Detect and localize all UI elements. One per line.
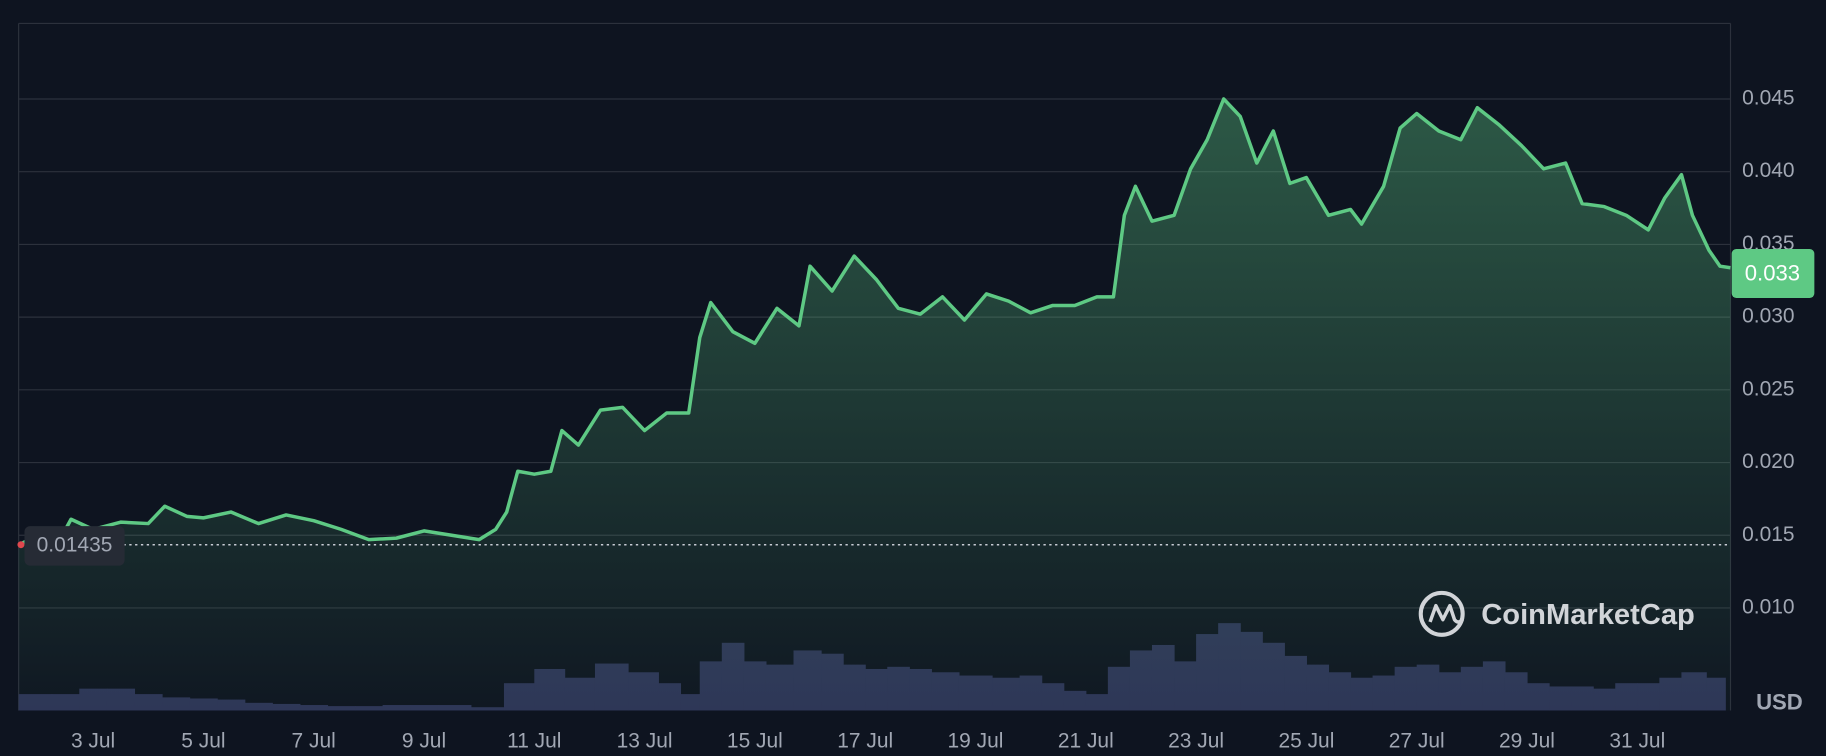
logo-icon — [1418, 590, 1465, 637]
x-tick-label: 27 Jul — [1389, 729, 1445, 752]
x-tick-label: 17 Jul — [837, 729, 893, 752]
reference-label-box — [24, 526, 125, 566]
x-tick-label: 9 Jul — [402, 729, 446, 752]
x-tick-label: 29 Jul — [1499, 729, 1555, 752]
x-tick-label: 5 Jul — [181, 729, 225, 752]
current-price-label: 0.033 — [1745, 261, 1800, 286]
y-tick-label: 0.030 — [1742, 305, 1794, 328]
x-tick-label: 15 Jul — [727, 729, 783, 752]
labels: 0.0100.0150.0200.0250.0300.0350.0400.045… — [17, 87, 1815, 752]
x-tick-label: 19 Jul — [948, 729, 1004, 752]
y-tick-label: 0.020 — [1742, 450, 1794, 473]
y-tick-label: 0.015 — [1742, 523, 1794, 546]
price-area — [17, 97, 1731, 711]
reference-label: 0.01435 — [37, 533, 113, 556]
x-tick-label: 7 Jul — [292, 729, 336, 752]
x-tick-label: 21 Jul — [1058, 729, 1114, 752]
watermark-logo: CoinMarketCap — [1418, 590, 1695, 637]
logo-mark — [1428, 603, 1464, 624]
x-tick-label: 13 Jul — [617, 729, 673, 752]
x-tick-label: 25 Jul — [1278, 729, 1334, 752]
y-tick-label: 0.040 — [1742, 159, 1794, 182]
y-tick-label: 0.045 — [1742, 87, 1794, 110]
x-tick-label: 23 Jul — [1168, 729, 1224, 752]
price-area-fill — [18, 98, 1731, 711]
x-tick-label: 11 Jul — [507, 729, 561, 752]
watermark-text: CoinMarketCap — [1481, 599, 1695, 631]
x-tick-label: 31 Jul — [1609, 729, 1665, 752]
x-tick-label: 3 Jul — [71, 729, 115, 752]
price-line — [17, 97, 1731, 547]
y-tick-label: 0.010 — [1742, 595, 1794, 618]
current-price-box — [1731, 249, 1815, 298]
y-tick-label: 0.025 — [1742, 377, 1794, 400]
currency-label: USD — [1756, 689, 1803, 714]
start-dot — [17, 541, 25, 549]
